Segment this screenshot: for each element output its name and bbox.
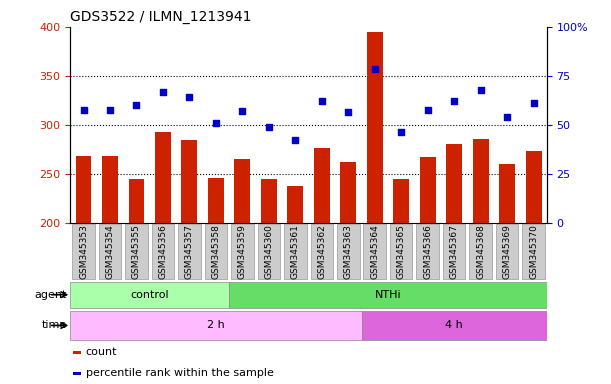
Point [343,109,353,115]
FancyBboxPatch shape [125,224,148,279]
Text: GSM345357: GSM345357 [185,224,194,279]
Bar [128,179,144,223]
Bar [287,187,303,223]
Bar [393,179,409,223]
Text: 2 h: 2 h [207,320,225,331]
Text: GSM345354: GSM345354 [106,224,114,279]
Bar [473,139,489,223]
FancyBboxPatch shape [178,224,200,279]
Bar [420,157,436,223]
Text: control: control [130,290,169,300]
Text: GDS3522 / ILMN_1213941: GDS3522 / ILMN_1213941 [70,10,252,25]
Point [238,108,247,114]
Text: GSM345370: GSM345370 [529,224,538,279]
FancyBboxPatch shape [229,282,547,308]
FancyBboxPatch shape [99,224,121,279]
Text: GSM345364: GSM345364 [370,224,379,279]
Text: percentile rank within the sample: percentile rank within the sample [86,368,273,379]
Text: count: count [86,347,117,358]
Point [211,120,221,126]
FancyBboxPatch shape [258,224,280,279]
Bar [446,144,462,223]
Text: NTHi: NTHi [375,290,401,300]
Text: time: time [42,320,67,331]
Text: GSM345368: GSM345368 [476,224,485,279]
Text: GSM345365: GSM345365 [397,224,406,279]
Text: GSM345355: GSM345355 [132,224,141,279]
FancyBboxPatch shape [337,224,359,279]
Bar [499,164,515,223]
Bar [261,179,277,223]
Point [105,107,115,113]
Point [185,94,194,101]
FancyBboxPatch shape [231,224,254,279]
FancyBboxPatch shape [390,224,412,279]
Point [476,86,486,93]
Bar [102,156,118,223]
FancyBboxPatch shape [70,311,362,340]
Bar [525,151,541,223]
FancyBboxPatch shape [469,224,492,279]
Text: GSM345361: GSM345361 [291,224,300,279]
Text: GSM345359: GSM345359 [238,224,247,279]
Text: GSM345367: GSM345367 [450,224,459,279]
FancyBboxPatch shape [522,224,545,279]
Text: GSM345358: GSM345358 [211,224,221,279]
Text: GSM345362: GSM345362 [317,224,326,279]
Point [397,129,406,135]
Point [290,137,300,144]
Text: GSM345366: GSM345366 [423,224,432,279]
Point [264,124,274,130]
Point [158,89,168,96]
FancyBboxPatch shape [362,311,547,340]
Bar [155,132,171,223]
FancyBboxPatch shape [205,224,227,279]
Bar [340,162,356,223]
Text: GSM345369: GSM345369 [503,224,511,279]
FancyBboxPatch shape [70,282,229,308]
Point [370,66,379,72]
FancyBboxPatch shape [152,224,174,279]
Point [317,98,327,104]
Point [423,107,433,113]
FancyBboxPatch shape [364,224,386,279]
Text: GSM345363: GSM345363 [344,224,353,279]
Bar [73,351,81,354]
Bar [181,141,197,223]
Text: GSM345353: GSM345353 [79,224,88,279]
Point [131,102,141,108]
Text: GSM345356: GSM345356 [158,224,167,279]
Text: agent: agent [35,290,67,300]
Point [449,98,459,104]
FancyBboxPatch shape [310,224,333,279]
FancyBboxPatch shape [443,224,466,279]
Bar [235,159,251,223]
Text: GSM345360: GSM345360 [265,224,273,279]
FancyBboxPatch shape [72,224,95,279]
Bar [73,372,81,375]
Bar [208,178,224,223]
Point [529,100,538,106]
Bar [76,156,92,223]
FancyBboxPatch shape [284,224,307,279]
Text: 4 h: 4 h [445,320,463,331]
FancyBboxPatch shape [417,224,439,279]
Point [502,114,512,120]
Point [79,107,89,113]
FancyBboxPatch shape [496,224,518,279]
Bar [367,32,382,223]
Bar [314,148,330,223]
